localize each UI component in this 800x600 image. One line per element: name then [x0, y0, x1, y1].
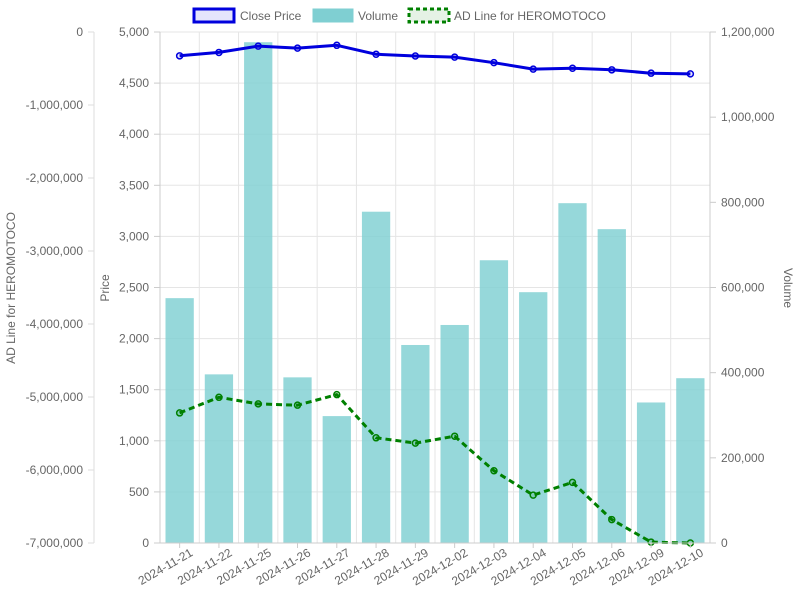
volume-bar	[558, 203, 587, 543]
ad-point	[175, 409, 184, 417]
ad-tick-label: -2,000,000	[26, 171, 84, 185]
ad-point	[450, 432, 459, 440]
volume-tick-label: 1,000,000	[721, 110, 775, 124]
price-tick-label: 1,000	[119, 434, 149, 448]
close-price-point	[372, 50, 380, 59]
price-tick-label: 2,000	[119, 332, 149, 346]
ad-point	[490, 466, 498, 475]
volume-axis-title: Volume	[781, 268, 795, 308]
grid	[159, 31, 711, 544]
close-price-point	[254, 42, 262, 50]
volume-bar	[244, 42, 273, 543]
ad-point	[529, 491, 537, 499]
price-tick-label: 5,000	[119, 25, 149, 39]
price-tick-label: 1,500	[119, 383, 149, 397]
volume-tick-label: 600,000	[721, 281, 765, 295]
ad-point	[608, 515, 616, 524]
volume-tick-label: 800,000	[721, 195, 765, 209]
close-price-point	[450, 53, 459, 61]
volume-tick-label: 0	[721, 536, 728, 550]
volume-bar	[322, 416, 351, 543]
close-price-point	[490, 58, 498, 67]
volume-bar	[165, 298, 194, 543]
close-price-point	[333, 41, 341, 50]
ad-point	[411, 439, 420, 447]
volume-bar	[440, 324, 469, 543]
price-tick-label: 0	[142, 536, 149, 550]
ad-tick-label: -4,000,000	[26, 317, 84, 331]
price-axis-title: Price	[98, 274, 112, 302]
ad-tick-label: -5,000,000	[26, 390, 84, 404]
legend[interactable]: Close Price Volume AD Line for HEROMOTOC…	[192, 7, 606, 24]
ad-point	[293, 401, 302, 409]
ad-tick-label: -3,000,000	[26, 244, 84, 258]
ad-tick-label: -6,000,000	[26, 463, 84, 477]
legend-item-ad-line[interactable]: AD Line for HEROMOTOCO	[407, 7, 606, 24]
legend-item-close-price[interactable]: Close Price	[192, 7, 302, 24]
legend-label-ad-line: AD Line for HEROMOTOCO	[454, 9, 606, 23]
volume-bar	[479, 260, 509, 543]
price-tick-label: 4,000	[119, 127, 149, 141]
close-price-point	[686, 70, 695, 78]
volume-tick-label: 200,000	[721, 451, 765, 465]
ad-point	[254, 400, 262, 408]
close-price-point	[647, 69, 655, 77]
close-price-line	[179, 43, 691, 76]
legend-label-volume: Volume	[358, 9, 398, 23]
ad-tick-label: 0	[76, 25, 83, 39]
close-price-swatch	[192, 7, 236, 24]
legend-label-close-price: Close Price	[240, 9, 302, 23]
volume-bar	[636, 402, 666, 543]
close-price-point	[215, 48, 223, 57]
close-price-point	[293, 44, 302, 52]
ad-point	[333, 390, 341, 399]
close-price-point	[568, 64, 577, 73]
volume-bars	[165, 42, 705, 543]
lines	[175, 41, 695, 547]
price-tick-label: 2,500	[119, 281, 149, 295]
volume-tick-label: 1,200,000	[721, 25, 775, 39]
price-tick-label: 4,500	[119, 76, 149, 90]
volume-tick-label: 400,000	[721, 366, 765, 380]
ad-tick-label: -1,000,000	[26, 98, 84, 112]
ad-point	[215, 393, 223, 402]
ad-tick-label: -7,000,000	[26, 536, 84, 550]
ad-line-swatch	[407, 7, 451, 24]
ad-line	[179, 393, 691, 545]
close-price-point	[411, 52, 420, 60]
volume-bar	[361, 211, 391, 543]
legend-item-volume[interactable]: Volume	[312, 8, 398, 23]
close-price-point	[175, 52, 184, 60]
ad-point	[372, 434, 380, 442]
ad-point	[568, 478, 577, 487]
volume-bar	[676, 378, 705, 543]
ad-axis-title: AD Line for HEROMOTOCO	[4, 212, 18, 364]
close-price-point	[529, 65, 537, 73]
price-tick-label: 3,000	[119, 229, 149, 243]
price-tick-label: 500	[129, 485, 149, 499]
volume-bar	[597, 229, 626, 543]
volume-swatch	[312, 8, 354, 23]
close-price-point	[608, 66, 616, 74]
volume-bar	[519, 292, 548, 543]
price-tick-label: 3,500	[119, 178, 149, 192]
